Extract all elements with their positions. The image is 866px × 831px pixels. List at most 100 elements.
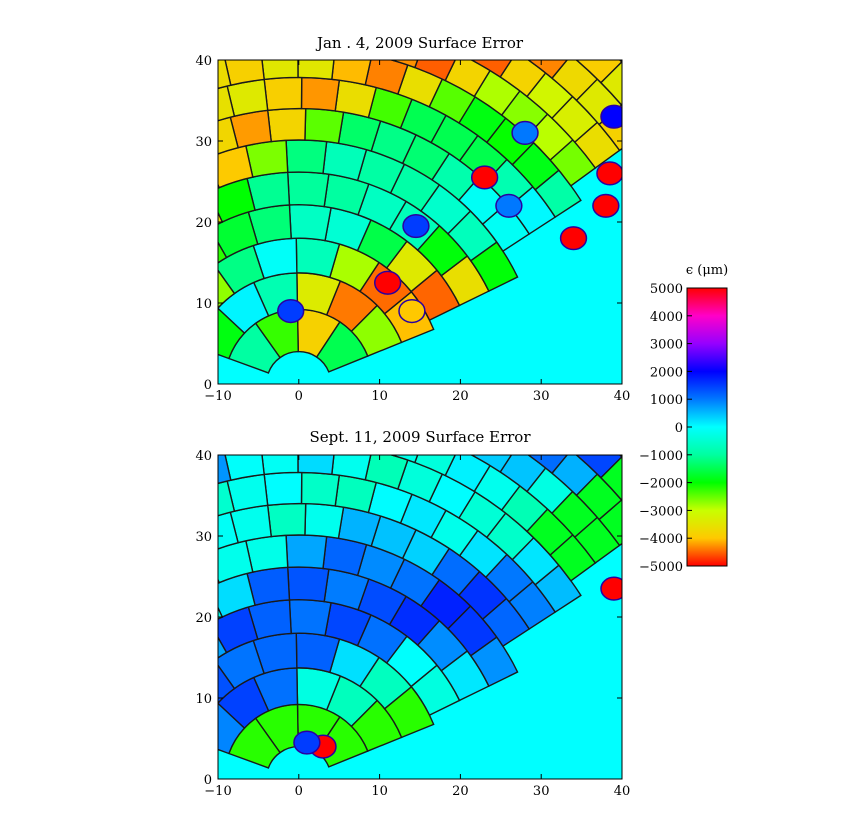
panel-segment [74,4,118,47]
panel-segment [0,0,25,40]
panel-segment [0,52,6,97]
panel-segment [109,19,153,61]
panel-segment [521,0,565,2]
panel-segment [469,0,513,40]
panel-segment [138,176,187,224]
panel-segment [131,680,178,729]
panel-segment [351,21,391,58]
panel-segment [498,15,543,59]
panel-segment [0,588,11,633]
chart-title-top: Jan . 4, 2009 Surface Error [316,34,524,52]
panel-segment [244,382,281,415]
y-tick-label: 0 [204,378,212,393]
panel-segment [413,60,456,82]
panel-segment [495,0,539,21]
panel-segment [6,136,51,182]
panel-segment [157,492,202,535]
panel-segment [0,63,37,108]
panel-segment [218,606,224,620]
panel-segment [314,0,351,20]
hotspot-mark [600,104,622,129]
panel-segment [263,471,303,507]
panel-segment [0,494,43,540]
panel-segment [224,455,265,481]
panel-segment [38,539,85,586]
panel-segment [498,410,543,454]
hotspot-mark [374,270,402,295]
panel-segment [0,629,25,674]
colorbar-gradient [686,287,728,567]
panel-segment [121,475,167,519]
panel-segment [131,285,178,334]
panel-segment [100,274,146,322]
panel-segment [625,45,669,90]
panel-segment [248,412,285,445]
panel-segment [129,541,176,587]
panel-segment [95,527,142,574]
hotspot-mark [559,226,588,251]
y-tick-label: 30 [195,135,212,150]
panel-segment [149,648,199,698]
panel-segment [0,391,25,435]
x-tick-label: 30 [533,784,550,799]
panel-segment [524,0,569,40]
x-tick-label: 0 [295,784,303,799]
panel-segment [121,80,167,124]
panel-segment [218,664,236,705]
panel-segment [23,470,69,515]
panel-segment [375,0,415,2]
panel-segment [575,455,622,479]
panel-segment [141,7,184,47]
hotspot-mark [495,193,523,218]
panel-segment [0,458,37,503]
panel-segment [46,182,92,229]
panel-segment [411,401,454,441]
panel-segment [218,241,228,264]
panel-segment [347,0,386,25]
panel-segment [63,119,110,166]
panel-segment [0,597,41,643]
panel-segment [11,640,54,685]
y-tick-label: 30 [195,530,212,545]
panel-segment [129,146,176,192]
panel-segment [174,0,215,35]
panel-segment [286,566,330,603]
panel-segment [98,323,140,363]
chart-title-bottom: Sept. 11, 2009 Surface Error [309,428,531,446]
panel-segment [56,223,102,270]
panel-segment [304,107,345,145]
panel-segment [224,60,265,86]
panel-segment [218,307,246,360]
panel-segment [331,455,372,481]
x-tick-label: 40 [614,784,631,799]
y-tick-label: 20 [195,216,212,231]
panel-segment [66,337,109,378]
panel-segment [218,183,221,189]
panel-segment [154,461,199,503]
panel-segment [38,144,85,191]
x-tick-label: 10 [371,784,388,799]
panel-segment [411,6,454,46]
panel-segment [26,607,71,654]
hotspot-mark [277,299,305,324]
panel-segment [218,578,221,584]
panel-segment [6,531,51,577]
panel-segment [218,636,228,659]
panel-segment [318,412,356,446]
panel-segment [105,0,148,30]
panel-segment [297,455,335,476]
x-tick-label: 30 [533,389,550,404]
panel-segment [0,88,13,133]
panel-segment [29,505,75,551]
panel-segment [575,60,622,84]
panel-segment [266,107,307,143]
colorbar-tick-label: −3000 [639,504,683,519]
panel-segment [618,455,622,459]
panel-segment [297,60,335,81]
panel-segment [318,17,356,51]
panel-segment [465,0,508,5]
panel-segment [12,8,57,52]
panel-segment [41,255,84,301]
panel-segment [70,367,114,409]
